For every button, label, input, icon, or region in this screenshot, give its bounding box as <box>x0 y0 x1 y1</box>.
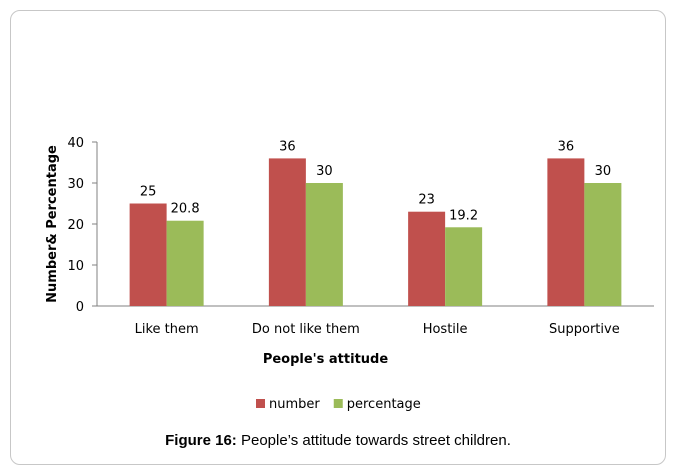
x-tick-label: Like them <box>135 322 199 337</box>
x-tick-label: Supportive <box>549 322 620 337</box>
caption-text: People’s attitude towards street childre… <box>236 432 511 449</box>
bar-number <box>408 211 446 306</box>
x-tick-label: Do not like them <box>252 322 360 337</box>
bar-percentage <box>584 183 622 306</box>
data-label-percentage: 30 <box>316 164 333 179</box>
x-tick-label: Hostile <box>423 322 468 337</box>
y-tick-label: 10 <box>67 259 84 274</box>
x-axis-title: People's attitude <box>263 352 389 367</box>
data-label-percentage: 20.8 <box>171 202 200 217</box>
data-label-number: 36 <box>558 139 575 154</box>
legend-label-number: number <box>269 397 320 412</box>
bar-number <box>547 158 585 306</box>
legend-swatch-percentage <box>333 399 343 408</box>
data-label-percentage: 19.2 <box>449 208 478 223</box>
caption-label: Figure 16: <box>165 432 237 449</box>
bar-number <box>129 203 167 306</box>
legend-label-percentage: percentage <box>347 397 421 412</box>
y-axis-title: Number& Percentage <box>45 145 60 303</box>
bar-percentage <box>166 220 204 306</box>
bar-percentage <box>445 227 483 306</box>
bar-percentage <box>305 183 343 306</box>
data-label-number: 25 <box>140 185 157 200</box>
y-tick-label: 20 <box>67 218 84 233</box>
figure-caption: Figure 16: People’s attitude towards str… <box>0 432 676 449</box>
y-tick-label: 0 <box>76 300 84 315</box>
data-label-number: 23 <box>418 193 435 208</box>
y-tick-label: 30 <box>67 177 84 192</box>
data-label-percentage: 30 <box>595 164 612 179</box>
bar-number <box>268 158 306 306</box>
y-tick-label: 40 <box>67 136 84 151</box>
legend-swatch-number <box>256 399 265 408</box>
data-label-number: 36 <box>279 139 296 154</box>
